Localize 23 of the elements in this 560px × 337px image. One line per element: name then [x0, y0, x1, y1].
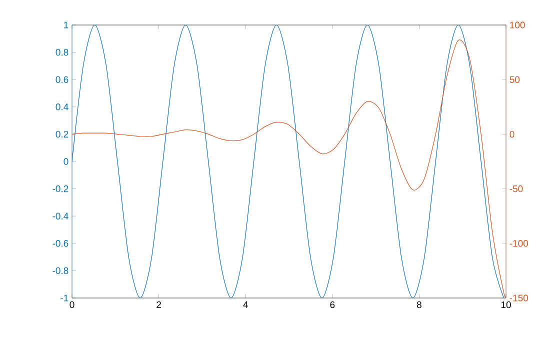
y-tick-label: 0.2 [56, 130, 68, 138]
y-tick-label: 1 [64, 22, 68, 28]
x-tick-label: 8 [416, 301, 422, 308]
y-tick-label: 0.6 [56, 76, 68, 83]
y2-tick-label: -100 [510, 240, 528, 247]
y-tick-label: 0.8 [56, 48, 68, 56]
x-tick-label: 2 [156, 301, 161, 308]
y-tick-label: -0.2 [52, 185, 68, 192]
x-tick-label: 10 [501, 301, 511, 308]
y-tick-label: 0 [64, 158, 68, 165]
y-tick-label: -0.8 [52, 267, 68, 274]
y2-tick-label: 100 [510, 22, 525, 28]
y2-tick-label: -50 [510, 185, 523, 192]
y2-tick-label: 0 [510, 130, 514, 138]
y2-tick-label: 50 [510, 76, 520, 83]
y-tick-label: 0.4 [56, 104, 68, 110]
x-tick-label: 6 [330, 301, 335, 308]
x-tick-label: 4 [243, 301, 248, 308]
y-tick-label: -0.6 [52, 240, 68, 247]
y-tick-label: -1 [60, 294, 68, 302]
y2-tick-label: -150 [510, 294, 528, 302]
x-tick-label: 0 [70, 301, 74, 308]
y-tick-label: -0.4 [52, 212, 68, 220]
